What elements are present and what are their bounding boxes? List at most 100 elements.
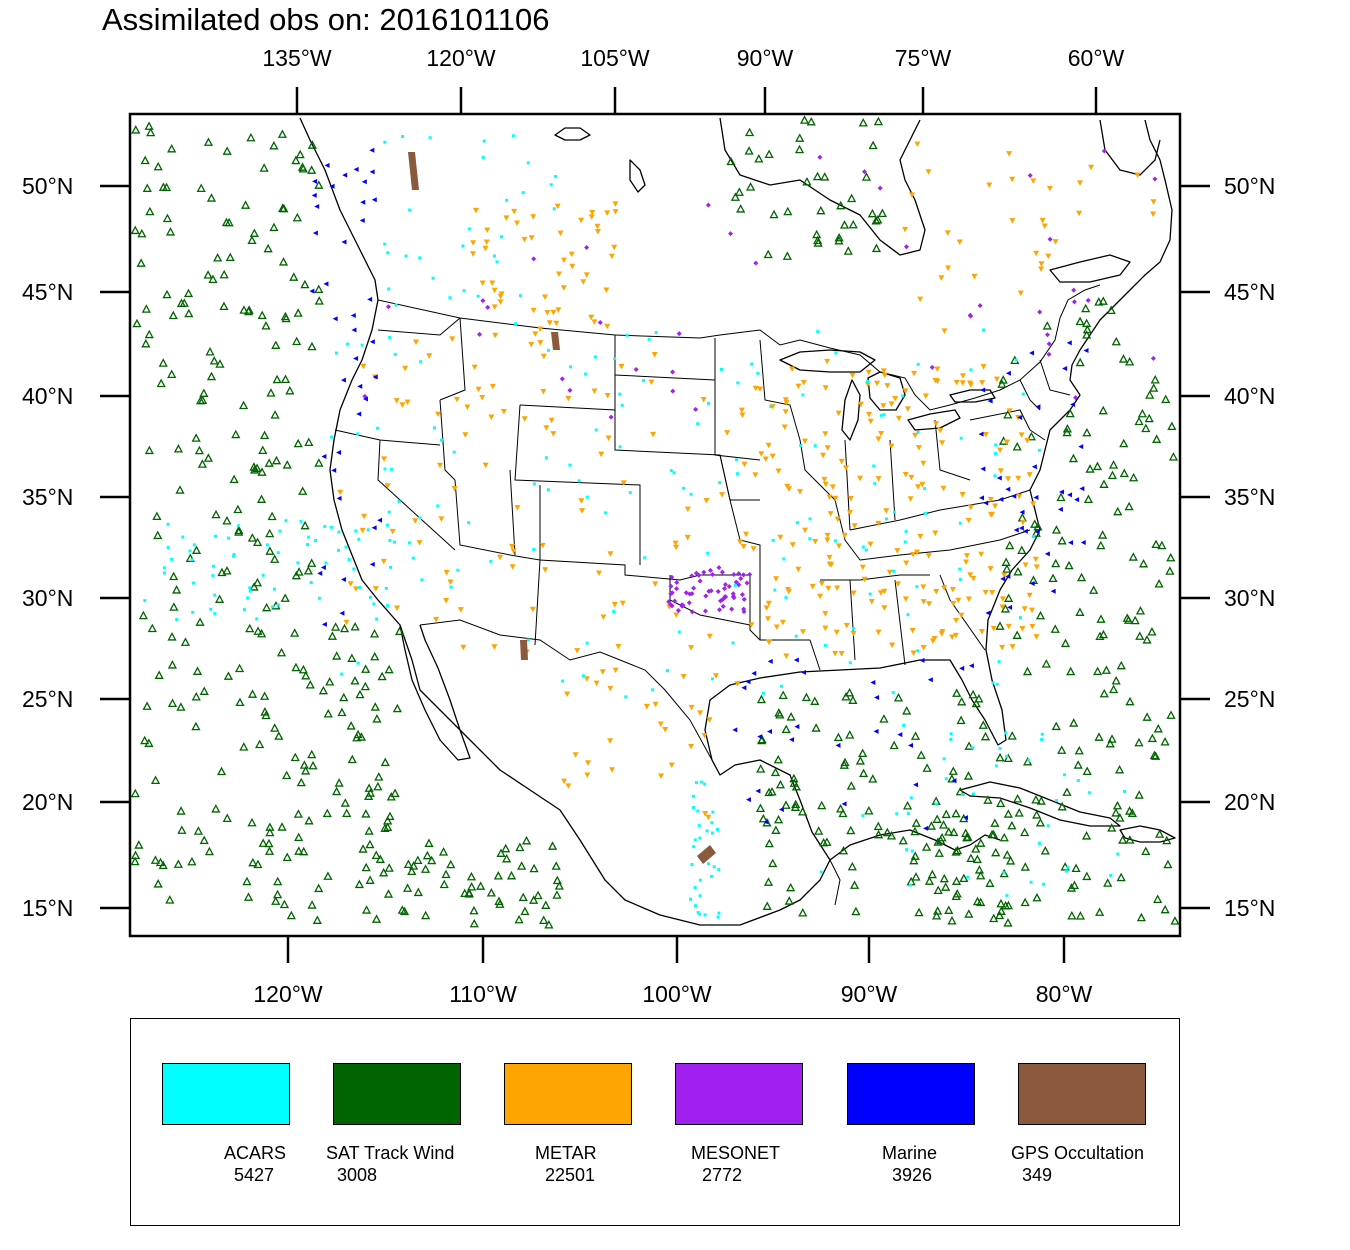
acars-marker	[232, 554, 236, 558]
marine-marker	[317, 570, 323, 576]
acars-marker	[330, 435, 334, 439]
sat-track-wind-marker	[222, 566, 232, 575]
sat-track-wind-marker	[846, 781, 856, 790]
sat-track-wind-marker	[848, 219, 858, 229]
sat-track-wind-marker	[1064, 560, 1074, 570]
sat-track-wind-marker	[786, 712, 796, 721]
sat-track-wind-marker	[902, 800, 913, 810]
sat-track-wind-marker	[1017, 545, 1027, 555]
metar-marker	[850, 630, 857, 637]
acars-marker	[703, 782, 707, 786]
metar-marker	[347, 581, 354, 587]
metar-marker	[978, 551, 985, 558]
mesonet-marker	[717, 607, 723, 613]
metar-marker	[680, 674, 687, 680]
sat-track-wind-marker	[191, 721, 201, 731]
mesonet-marker	[877, 185, 883, 191]
sat-track-wind-marker	[273, 876, 283, 886]
acars-marker	[801, 393, 805, 397]
metar-marker	[944, 230, 951, 236]
acars-marker	[419, 360, 423, 364]
metar-marker	[337, 489, 344, 496]
metar-marker	[822, 431, 829, 437]
metar-marker	[1052, 239, 1059, 245]
metar-marker	[773, 624, 780, 630]
acars-marker	[166, 522, 170, 526]
marine-marker	[793, 657, 799, 663]
sat-track-wind-marker	[307, 749, 317, 759]
sat-track-wind-marker	[1112, 800, 1123, 810]
marine-marker	[329, 183, 335, 189]
metar-marker	[510, 548, 517, 555]
sat-track-wind-marker	[1147, 733, 1157, 743]
mesonet-marker	[747, 571, 753, 577]
mesonet-marker	[385, 304, 391, 310]
metar-marker	[548, 417, 555, 424]
left-lat-label: 40°N	[22, 383, 73, 409]
metar-marker	[835, 410, 842, 417]
sat-track-wind-marker	[1119, 438, 1129, 448]
sat-track-wind-marker	[1116, 872, 1126, 882]
mesonet-marker	[672, 598, 678, 604]
sat-track-wind-marker	[185, 553, 195, 563]
sat-track-wind-marker	[253, 626, 263, 635]
sat-track-wind-marker	[350, 622, 360, 631]
sat-track-wind-marker	[976, 838, 986, 847]
acars-marker	[861, 545, 865, 549]
legend-label: SAT Track Wind	[326, 1143, 455, 1163]
metar-marker	[1006, 408, 1013, 414]
sat-track-wind-marker	[337, 707, 347, 717]
bottom-lon-label: 100°W	[642, 981, 712, 1007]
sat-track-wind-marker	[1098, 405, 1108, 415]
metar-marker	[565, 783, 572, 789]
acars-marker	[707, 862, 711, 866]
acars-marker	[549, 183, 553, 187]
acars-marker	[693, 838, 697, 842]
metar-marker	[1033, 564, 1040, 570]
sat-track-wind-marker	[1161, 394, 1171, 404]
sat-track-wind-marker	[301, 766, 311, 775]
acars-marker	[482, 139, 486, 143]
metar-marker	[846, 509, 853, 516]
sat-track-wind-marker	[466, 871, 477, 881]
metar-marker	[489, 280, 496, 286]
mesonet-marker	[730, 591, 736, 597]
sat-track-wind-marker	[264, 458, 274, 467]
acars-marker	[773, 588, 777, 592]
marine-marker	[321, 621, 327, 627]
sat-track-wind-marker	[911, 872, 921, 881]
mesonet-marker	[741, 572, 747, 578]
sat-track-wind-marker	[1012, 630, 1022, 639]
metar-marker	[604, 323, 611, 330]
sat-track-wind-marker	[791, 799, 801, 809]
right-lat-label: 35°N	[1224, 484, 1275, 510]
acars-marker	[213, 593, 217, 597]
acars-marker	[994, 443, 998, 447]
acars-marker	[408, 208, 412, 212]
metar-marker	[684, 534, 691, 541]
acars-marker	[690, 863, 694, 867]
metar-marker	[809, 583, 816, 590]
metar-marker	[833, 629, 840, 636]
sat-track-wind-marker	[1051, 721, 1061, 731]
sat-track-wind-marker	[978, 720, 988, 729]
marine-marker	[323, 281, 329, 287]
sat-track-wind-marker	[864, 805, 874, 815]
acars-marker	[718, 481, 722, 485]
mesonet-marker	[669, 574, 675, 580]
sat-track-wind-marker	[211, 509, 221, 519]
sat-track-wind-marker	[340, 798, 350, 807]
mesonet-marker	[703, 593, 709, 599]
acars-marker	[604, 511, 608, 515]
sat-track-wind-marker	[175, 485, 185, 494]
metar-marker	[894, 548, 901, 554]
mesonet-marker	[719, 569, 725, 575]
metar-marker	[993, 376, 1000, 383]
acars-marker	[347, 558, 351, 562]
sat-track-wind-marker	[493, 871, 503, 880]
sat-track-wind-marker	[199, 835, 209, 845]
acars-marker	[971, 792, 975, 796]
metar-marker	[987, 497, 994, 503]
acars-marker	[246, 596, 250, 600]
sat-track-wind-marker	[424, 838, 434, 847]
